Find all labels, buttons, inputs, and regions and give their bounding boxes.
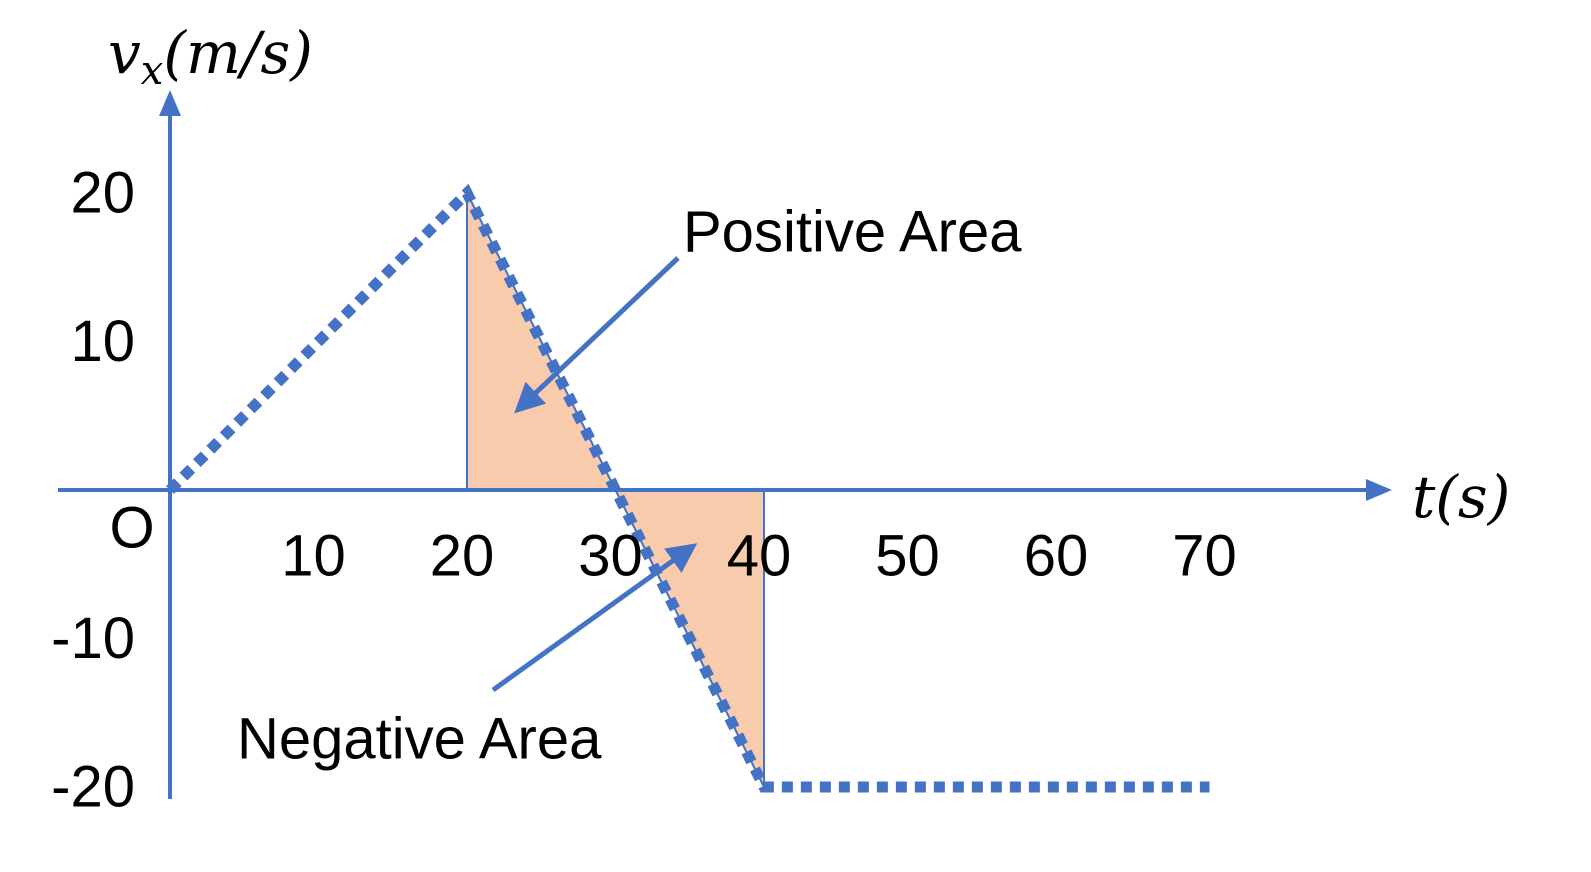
y-axis-label: vx(m/s): [108, 19, 313, 94]
annotation: Negative Area: [237, 706, 602, 771]
x-axis-arrow: [1366, 479, 1392, 501]
x-tick-label: 50: [875, 523, 940, 588]
x-tick-label: 30: [578, 523, 643, 588]
x-tick-label: 40: [727, 523, 792, 588]
labels: vx(m/s) t(s) O Positive Area Negative Ar…: [51, 19, 1510, 819]
annotation-arrow: [514, 256, 680, 414]
origin-label: O: [109, 495, 154, 560]
y-tick-label: 20: [70, 160, 135, 225]
y-tick-label: -10: [51, 606, 135, 671]
y-axis-arrow: [159, 90, 181, 116]
annotation: Positive Area: [683, 199, 1022, 264]
x-tick-label: 70: [1172, 523, 1237, 588]
marks: [166, 183, 1210, 793]
x-tick-label: 20: [430, 523, 495, 588]
y-tick-label: 10: [70, 309, 135, 374]
x-tick-label: 10: [281, 523, 346, 588]
data-line: [166, 183, 1210, 793]
y-tick-label: -20: [51, 754, 135, 819]
x-tick-label: 60: [1024, 523, 1089, 588]
x-axis-label: t(s): [1412, 463, 1510, 531]
annotation-arrow: [491, 543, 698, 693]
axes: [58, 90, 1392, 799]
